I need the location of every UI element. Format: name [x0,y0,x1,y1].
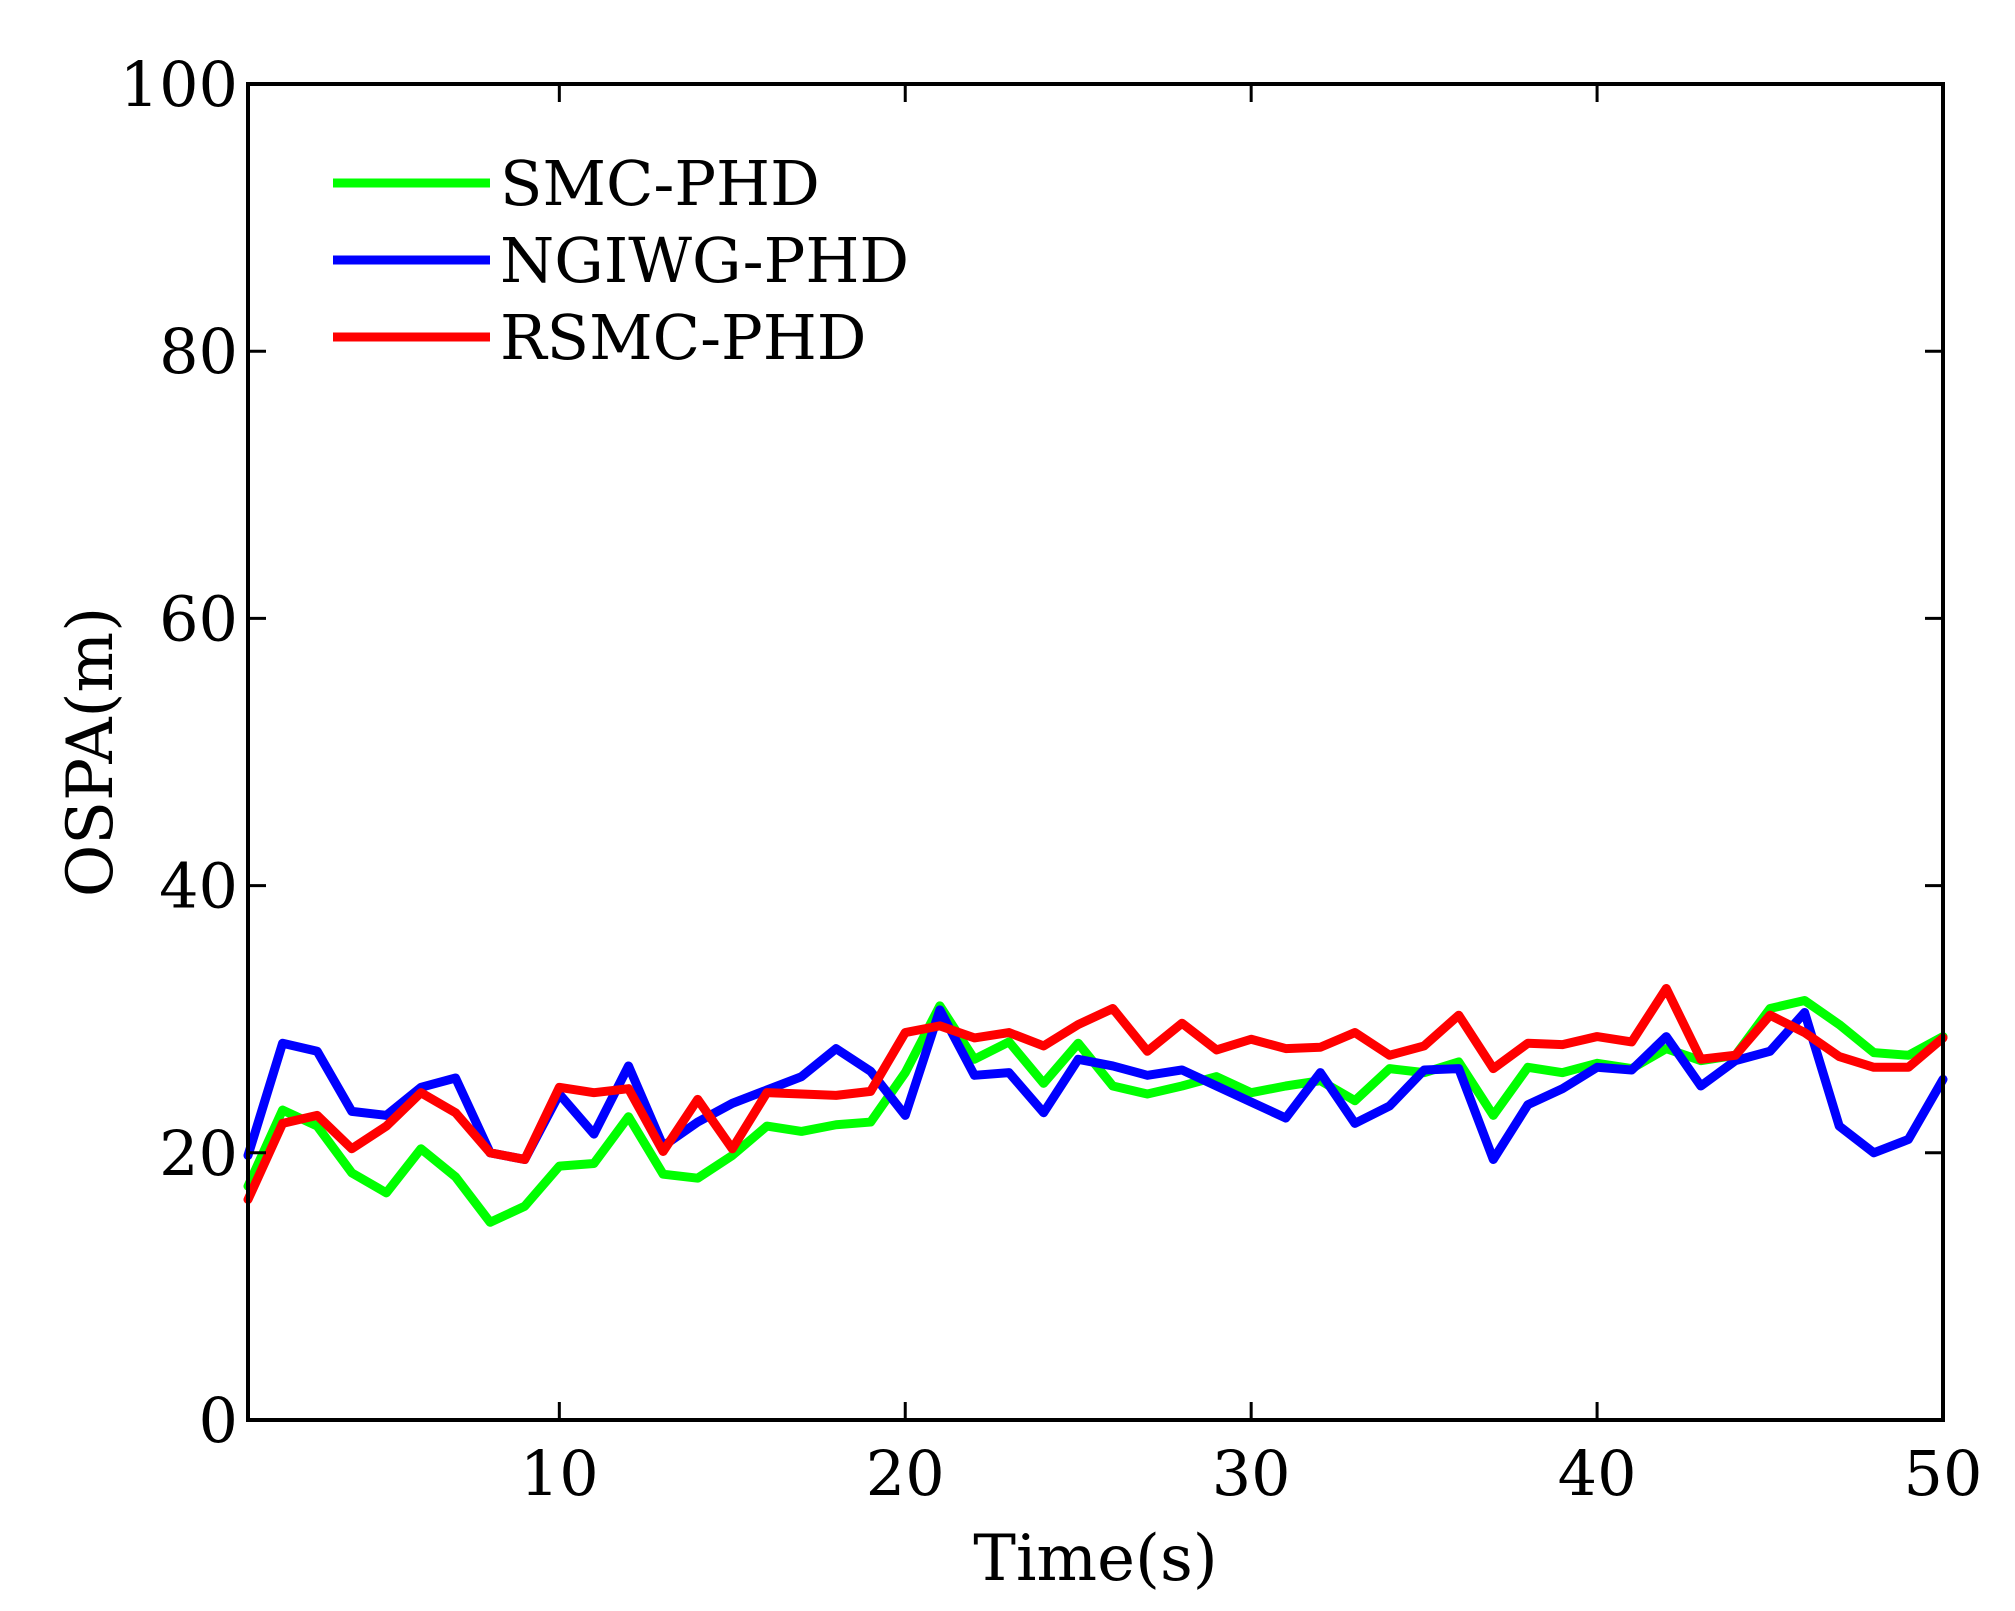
chart-marks [243,983,1948,1227]
x-axis-title: Time(s) [973,1522,1218,1596]
y-tick-label: 80 [159,315,238,388]
y-tick-label: 100 [120,48,238,121]
y-axis-title: OSPA(m) [54,607,128,897]
legend-label-ngiwg-phd: NGIWG-PHD [500,224,909,297]
plot-frame [246,82,1945,1422]
axis-ticks: 10 20 30 40 50 0 20 40 60 80 100 [120,48,1983,1510]
y-tick-label: 60 [159,582,238,655]
x-tick-label: 50 [1904,1437,1983,1510]
legend-label-smc-phd: SMC-PHD [500,147,820,220]
y-tick-label: 40 [159,850,238,923]
x-tick-label: 10 [520,1437,599,1510]
series-line-rsmc-phd [243,983,1948,1205]
x-tick-label: 30 [1212,1437,1291,1510]
x-tick-label: 40 [1558,1437,1637,1510]
x-tick-label: 20 [866,1437,945,1510]
y-tick-label: 20 [159,1117,238,1190]
y-tick-label: 0 [199,1384,238,1457]
legend-label-rsmc-phd: RSMC-PHD [500,301,867,374]
